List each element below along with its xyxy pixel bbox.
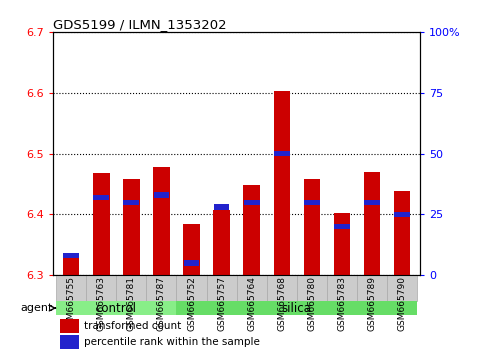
Bar [334, 213, 350, 275]
Bar [86, 275, 116, 301]
Bar [176, 275, 207, 301]
Bar [237, 275, 267, 301]
Text: GSM665757: GSM665757 [217, 276, 226, 331]
Bar [93, 173, 110, 275]
Text: GSM665752: GSM665752 [187, 276, 196, 331]
Bar [394, 191, 411, 275]
Bar [154, 192, 170, 198]
Bar [56, 301, 176, 315]
Bar [243, 185, 260, 275]
Bar [214, 204, 229, 210]
Bar [63, 254, 80, 275]
Text: GSM665764: GSM665764 [247, 276, 256, 331]
Bar [297, 275, 327, 301]
Bar [153, 167, 170, 275]
Text: control: control [96, 302, 137, 315]
Text: GSM665783: GSM665783 [338, 276, 346, 331]
Bar [364, 172, 380, 275]
Bar [60, 319, 79, 333]
Bar [274, 151, 290, 156]
Bar [63, 253, 79, 258]
Text: GSM665790: GSM665790 [398, 276, 407, 331]
Bar [123, 179, 140, 275]
Bar [267, 275, 297, 301]
Bar [183, 223, 200, 275]
Bar [146, 275, 176, 301]
Bar [184, 261, 199, 266]
Text: GSM665763: GSM665763 [97, 276, 106, 331]
Bar [213, 210, 230, 275]
Bar [93, 195, 109, 200]
Bar [364, 200, 380, 205]
Bar [334, 224, 350, 229]
Text: percentile rank within the sample: percentile rank within the sample [85, 337, 260, 347]
Text: GSM665768: GSM665768 [277, 276, 286, 331]
Bar [387, 275, 417, 301]
Bar [304, 200, 320, 205]
Text: silica: silica [282, 302, 312, 315]
Bar [327, 275, 357, 301]
Text: transformed count: transformed count [85, 321, 182, 331]
Text: agent: agent [21, 303, 53, 313]
Bar [394, 212, 410, 217]
Bar [304, 179, 320, 275]
Bar [56, 275, 86, 301]
Bar [124, 200, 139, 205]
Bar [273, 91, 290, 275]
Text: GDS5199 / ILMN_1353202: GDS5199 / ILMN_1353202 [53, 18, 227, 31]
Text: GSM665780: GSM665780 [307, 276, 316, 331]
Bar [244, 200, 259, 205]
Text: GSM665781: GSM665781 [127, 276, 136, 331]
Bar [116, 275, 146, 301]
Text: GSM665789: GSM665789 [368, 276, 377, 331]
Text: GSM665787: GSM665787 [157, 276, 166, 331]
Bar [207, 275, 237, 301]
Text: GSM665755: GSM665755 [67, 276, 76, 331]
Bar [357, 275, 387, 301]
Bar [176, 301, 417, 315]
Bar [60, 335, 79, 349]
